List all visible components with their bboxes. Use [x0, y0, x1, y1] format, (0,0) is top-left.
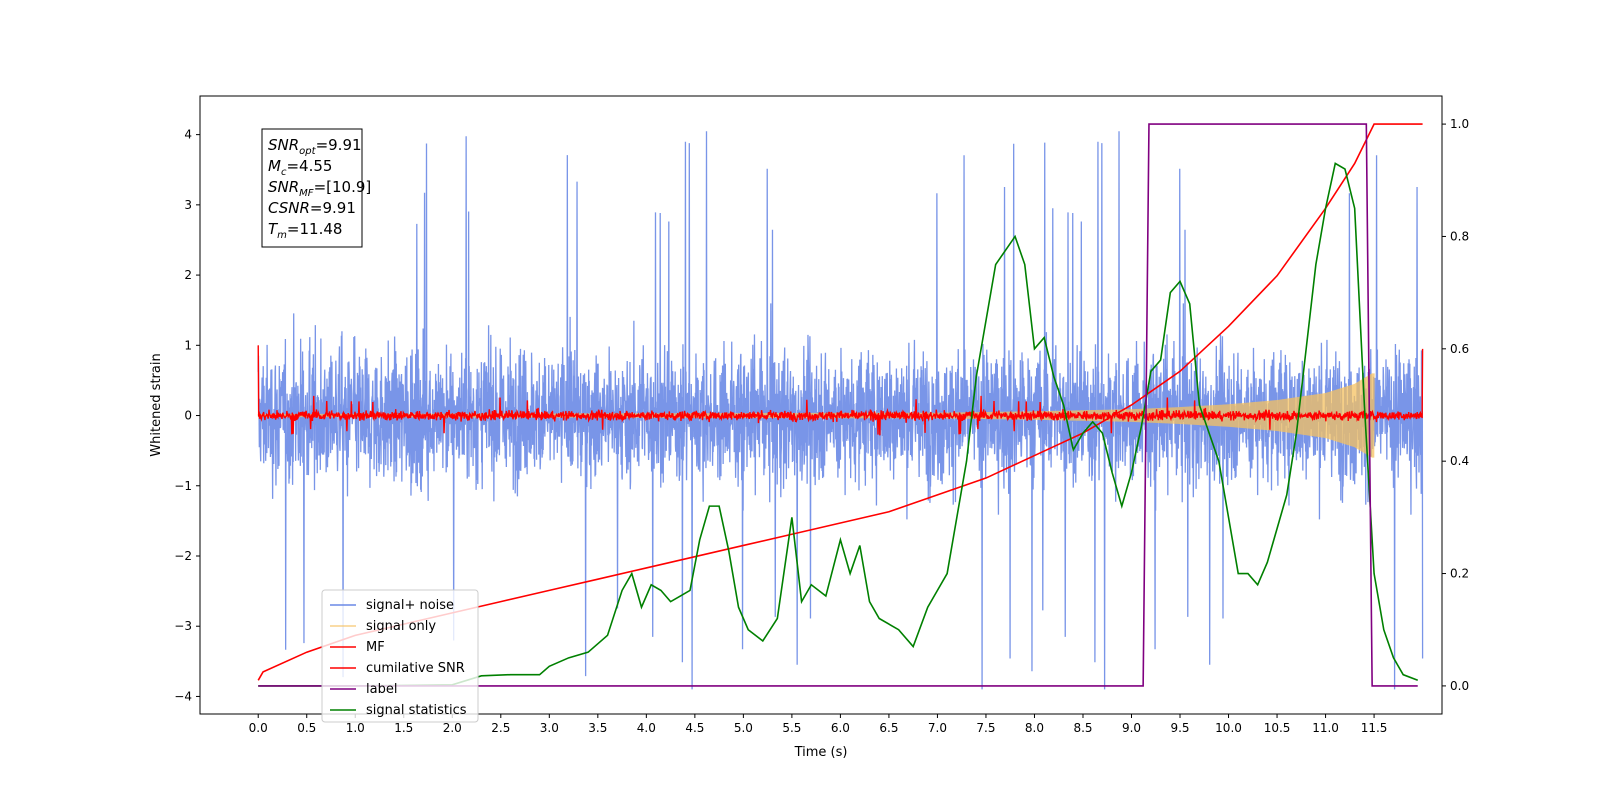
x-tick-label: 1.5 — [394, 721, 413, 735]
x-tick-label: 0.5 — [297, 721, 316, 735]
plot-frame — [199, 95, 1443, 715]
series-mf — [257, 345, 1424, 436]
y-right-tick-label: 0.2 — [1450, 567, 1469, 581]
annotation-line: Tm=11.48 — [268, 220, 342, 241]
annotation-line: CSNR=9.91 — [268, 199, 356, 217]
legend-label: label — [366, 682, 397, 697]
x-tick-label: 11.0 — [1312, 721, 1339, 735]
legend-label: cumilative SNR — [366, 661, 465, 676]
y-axis-label-left: Whitened strain — [149, 353, 164, 456]
x-tick-label: 2.5 — [491, 721, 510, 735]
x-tick-label: 7.5 — [976, 721, 995, 735]
y-left-tick-label: −2 — [174, 549, 192, 563]
y-left-tick-label: −3 — [174, 619, 192, 633]
x-tick-label: 6.5 — [879, 721, 898, 735]
legend-label: signal statistics — [366, 703, 467, 718]
y-right-tick-label: 0.0 — [1450, 679, 1469, 693]
x-tick-label: 3.0 — [540, 721, 559, 735]
annotation-line: SNRMF=[10.9] — [268, 178, 371, 199]
x-tick-label: 10.5 — [1264, 721, 1291, 735]
x-tick-label: 2.0 — [443, 721, 462, 735]
legend-label: MF — [366, 640, 385, 655]
x-tick-label: 9.5 — [1170, 721, 1189, 735]
annotation-line: Mc=4.55 — [268, 157, 332, 178]
x-tick-label: 11.5 — [1361, 721, 1388, 735]
legend: signal+ noise signal only MF cumilative SNR… — [321, 589, 479, 723]
x-tick-label: 10.0 — [1215, 721, 1242, 735]
x-axis-label: Time (s) — [794, 745, 848, 760]
series-signal-statistics — [258, 162, 1419, 687]
x-tick-label: 5.0 — [734, 721, 753, 735]
x-tick-label: 8.5 — [1073, 721, 1092, 735]
y-right-tick-label: 1.0 — [1450, 117, 1469, 131]
x-tick-label: 7.0 — [928, 721, 947, 735]
x-tick-label: 1.0 — [346, 721, 365, 735]
y-axis-right: 0.0 0.2 0.4 0.6 0.8 1.0 — [1442, 117, 1469, 693]
y-left-tick-label: 0 — [184, 409, 192, 423]
x-tick-label: 4.5 — [685, 721, 704, 735]
legend-label: signal only — [366, 619, 436, 634]
x-tick-label: 0.0 — [249, 721, 268, 735]
x-tick-label: 3.5 — [588, 721, 607, 735]
y-left-tick-label: 4 — [184, 128, 192, 142]
y-left-tick-label: 1 — [184, 338, 192, 352]
annotation-line: SNRopt=9.91 — [268, 136, 362, 157]
y-left-tick-label: 3 — [184, 198, 192, 212]
y-right-tick-label: 0.6 — [1450, 342, 1469, 356]
y-axis-left: −4 −3 −2 −1 0 1 2 3 4 — [174, 128, 200, 703]
x-tick-label: 9.0 — [1122, 721, 1141, 735]
x-tick-label: 6.0 — [831, 721, 850, 735]
y-left-tick-label: 2 — [184, 268, 192, 282]
x-tick-label: 8.0 — [1025, 721, 1044, 735]
x-tick-label: 5.5 — [782, 721, 801, 735]
x-axis: 0.0 0.5 1.0 1.5 2.0 2.5 3.0 3.5 4.0 4.5 5.0 5.5 6.0 6… — [249, 714, 1388, 735]
y-right-tick-label: 0.4 — [1450, 454, 1469, 468]
series-label — [258, 123, 1418, 687]
y-right-tick-label: 0.8 — [1450, 229, 1469, 243]
y-left-tick-label: −4 — [174, 689, 192, 703]
y-left-tick-label: −1 — [174, 479, 192, 493]
series-signal-noise — [257, 131, 1424, 690]
x-tick-label: 4.0 — [637, 721, 656, 735]
legend-label: signal+ noise — [366, 598, 454, 613]
series-signal-only — [257, 373, 1375, 458]
